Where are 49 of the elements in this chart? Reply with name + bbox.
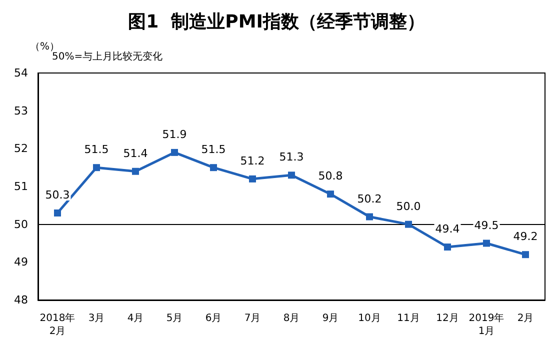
point [249,175,256,182]
y-tick-label: 54 [14,66,28,80]
point [366,213,373,220]
text: 50.2 [357,192,382,206]
y-tick-label: 48 [14,294,28,306]
y-axis-title: （%） [30,42,60,52]
text: 51.5 [84,143,109,156]
x-tick-label: 8月 [283,313,300,324]
point [93,164,100,172]
text: 50.8 [318,170,343,183]
x-tick-label: 2019年 1月 [468,312,504,337]
text: 49.2 [513,230,538,244]
point [54,209,61,216]
x-tick-label: 10月 [358,313,381,324]
text: 51.2 [240,154,265,168]
x-tick-label: 4月 [127,313,144,324]
point [522,251,529,258]
x-tick-label: 3月 [88,313,105,324]
text: 50.0 [396,200,421,213]
point [483,240,490,247]
text: 51.9 [162,128,187,141]
x-tick-label: 7月 [244,313,261,324]
point [171,148,178,156]
x-tick-label: 11月 [397,313,420,324]
point [210,164,217,172]
point [327,190,334,198]
x-tick-label: 12月 [436,313,459,324]
point [132,168,139,175]
y-tick-label: 50 [14,218,28,231]
x-tick-label: 2018年 2月 [40,312,76,337]
y-tick-label: 52 [14,142,28,156]
x-tick-label: 5月 [166,313,183,324]
y-tick-label: 53 [14,104,28,118]
text: 50%=与上月比较无变化 [52,50,163,62]
text: 50.3 [45,188,70,202]
point [405,220,412,228]
point [288,172,295,179]
text: 51.4 [123,146,148,160]
x-tick-label: 9月 [322,313,339,324]
point [444,244,451,251]
y-tick-label: 49 [14,256,28,269]
y-tick-label: 51 [14,180,28,193]
text: 49.5 [474,218,499,232]
text: 51.3 [279,150,304,164]
chart-title: 图1 制造业PMI指数（经季节调整） [128,12,425,32]
text: 51.5 [201,143,226,156]
text: 49.4 [435,222,460,236]
x-tick-label: 6月 [205,313,222,324]
x-tick-label: 2月 [517,313,534,324]
